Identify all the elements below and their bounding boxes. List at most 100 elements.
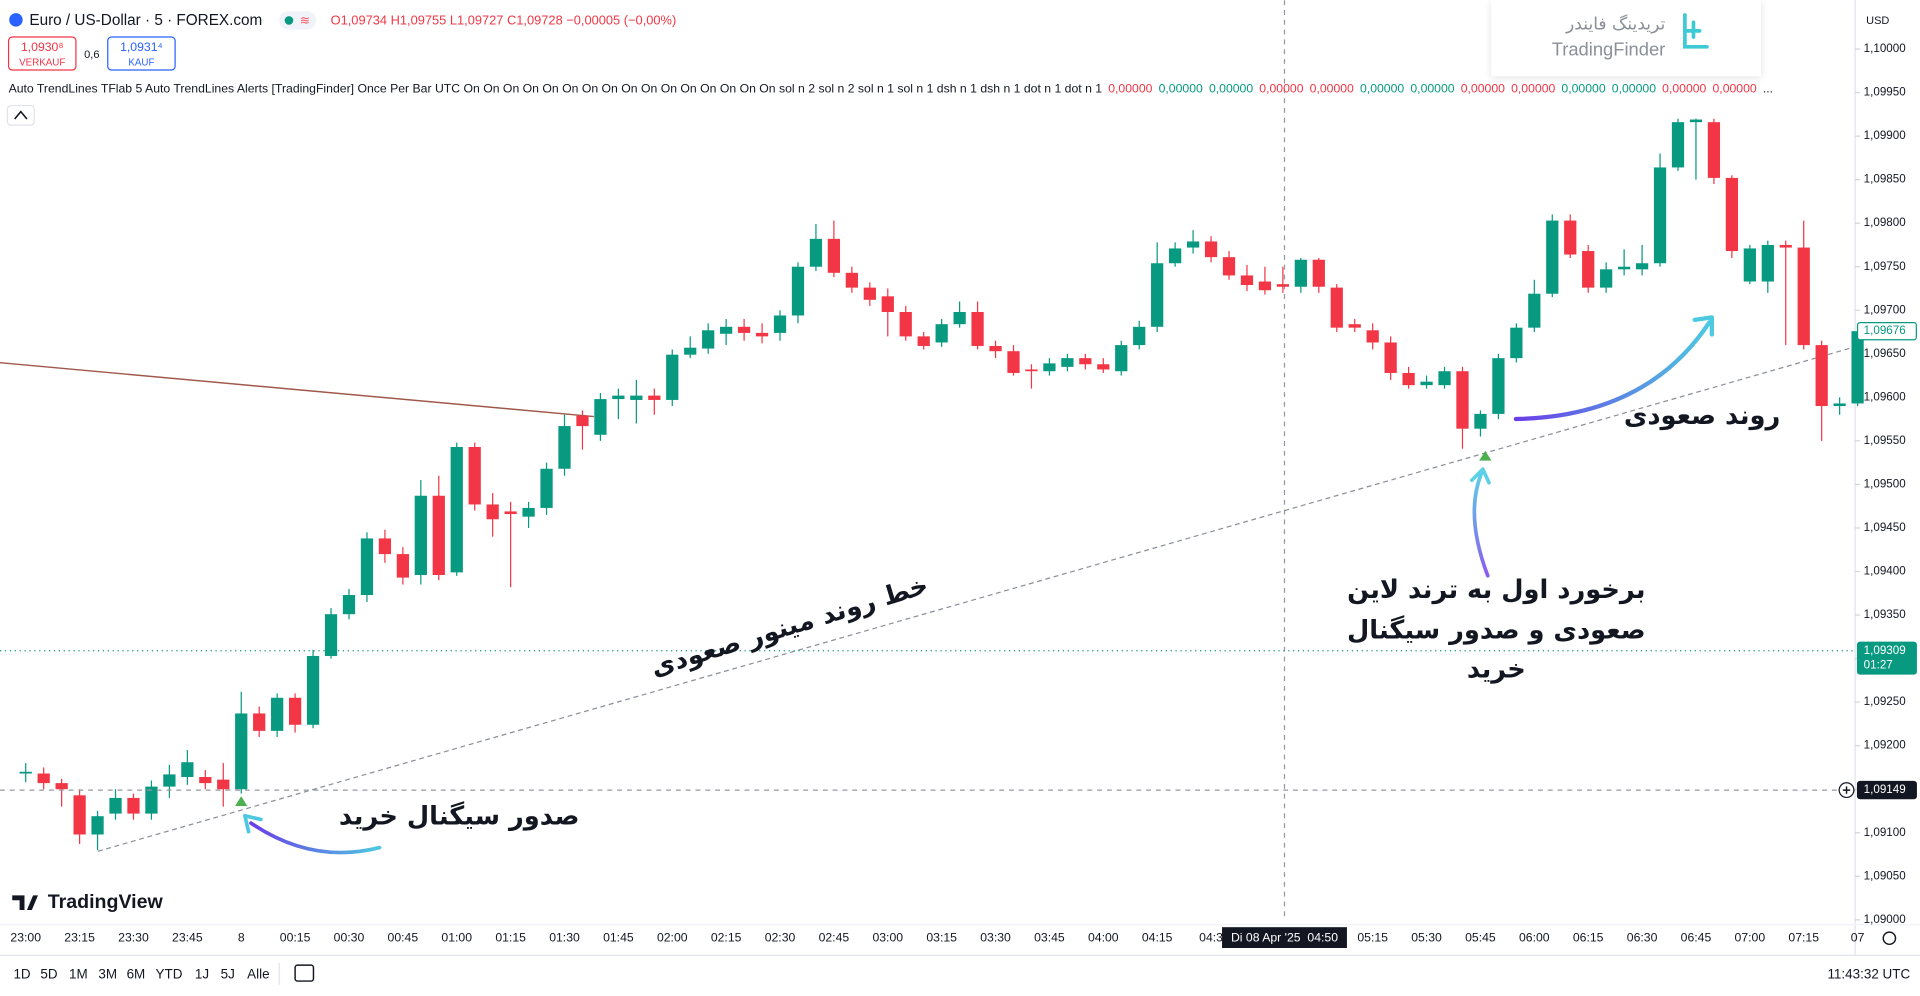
- candle-body: [145, 786, 158, 814]
- range-button[interactable]: YTD: [156, 967, 183, 982]
- candle-body: [1133, 326, 1146, 346]
- x-tick-label: 07:15: [1788, 930, 1819, 944]
- x-tick-label: 04:00: [1088, 930, 1119, 944]
- range-button[interactable]: Alle: [247, 967, 269, 982]
- y-tick-label: 1,09800: [1864, 216, 1907, 229]
- candle-body: [1438, 371, 1451, 386]
- x-tick-label: 01:30: [549, 930, 580, 944]
- candle-body: [1384, 342, 1397, 373]
- candle-body: [1564, 220, 1577, 255]
- range-buttons: 1D 5D 1M 3M 6M YTD 1J 5J Alle: [13, 967, 269, 982]
- indicator-value: 0,00000: [1410, 82, 1454, 96]
- market-open-dot: [284, 16, 294, 25]
- y-tick-label: 1,09200: [1864, 739, 1907, 752]
- range-button[interactable]: 5D: [40, 967, 57, 982]
- watermark-logo: [1683, 13, 1709, 49]
- candle-body: [486, 504, 499, 520]
- candle-body: [1312, 259, 1325, 287]
- candle-body: [755, 332, 769, 337]
- candle-body: [935, 324, 948, 343]
- candle-body: [1582, 251, 1595, 288]
- price-tag: [1856, 321, 1917, 341]
- collapse-button[interactable]: [6, 104, 35, 126]
- annotation: خرید: [1467, 655, 1526, 685]
- candle-body: [1761, 244, 1774, 282]
- candle-body: [1276, 284, 1290, 287]
- goto-date-icon[interactable]: [294, 964, 315, 982]
- candle-body: [971, 312, 984, 346]
- buy-button[interactable]: [107, 36, 176, 71]
- range-button[interactable]: 1J: [195, 967, 209, 982]
- sell-price: 1,0930⁸: [21, 40, 64, 54]
- candle-body: [73, 795, 86, 835]
- candle-body: [1546, 220, 1559, 294]
- x-tick-label: 07: [1851, 930, 1865, 944]
- candle-body: [1833, 403, 1846, 407]
- indicator-value: 0,00000: [1662, 82, 1706, 96]
- range-button[interactable]: 1M: [69, 967, 88, 982]
- candle-body: [737, 326, 751, 333]
- y-tick-label: 1,09500: [1864, 478, 1907, 491]
- candle-body: [1689, 119, 1703, 123]
- x-tick-label: 00:30: [334, 930, 365, 944]
- indicator-value: 0,00000: [1310, 82, 1354, 96]
- candle-body: [827, 238, 841, 273]
- x-tick-label: 05:15: [1357, 930, 1388, 944]
- candle-body: [1456, 371, 1469, 429]
- candle-body: [1510, 327, 1523, 359]
- candle-body: [1330, 287, 1343, 328]
- settings-icon[interactable]: [1882, 931, 1897, 946]
- candle-body: [522, 507, 535, 517]
- candle-body: [1653, 167, 1667, 264]
- candle-body: [630, 395, 643, 400]
- x-tick-label: 05:45: [1465, 930, 1496, 944]
- x-tick-label: 02:00: [657, 930, 688, 944]
- range-button[interactable]: 1D: [13, 967, 30, 982]
- annotation: روند صعودی: [1624, 401, 1780, 431]
- range-button[interactable]: 5J: [221, 967, 235, 982]
- range-button[interactable]: 6M: [127, 967, 146, 982]
- indicator-value: 0,00000: [1461, 82, 1505, 96]
- candle-body: [1258, 281, 1272, 291]
- candle-body: [1779, 244, 1792, 248]
- crosshair-time-box: [1222, 927, 1347, 948]
- x-tick-label: 23:30: [118, 930, 149, 944]
- candle-body: [1097, 364, 1110, 370]
- x-tick-label: 04:3: [1199, 930, 1223, 944]
- candle-body: [288, 697, 302, 725]
- y-tick-label: 1,09250: [1864, 695, 1907, 708]
- candle-body: [594, 399, 607, 435]
- x-tick-label: 23:45: [172, 930, 203, 944]
- indicator-value: 0,00000: [1159, 82, 1203, 96]
- price-tag: [1856, 641, 1917, 675]
- candle-body: [773, 315, 787, 333]
- candle-body: [702, 330, 715, 349]
- watermark-latin: TradingFinder: [1552, 38, 1666, 59]
- y-tick-label: 1,09750: [1864, 260, 1907, 273]
- candle-body: [1079, 358, 1092, 365]
- candle-body: [540, 468, 553, 508]
- arrow: [1513, 320, 1712, 422]
- candle-body: [576, 415, 589, 427]
- candle-body: [1061, 358, 1074, 367]
- indicator-ellipsis: ...: [1763, 82, 1773, 96]
- crosshair-time: Di 08 Apr '25 04:50: [1231, 930, 1338, 944]
- candle-body: [1240, 275, 1254, 286]
- candle-body: [809, 238, 823, 267]
- candle-body: [1707, 122, 1721, 178]
- candle-body: [917, 336, 930, 346]
- range-button[interactable]: 3M: [98, 967, 117, 982]
- candle-body: [684, 347, 697, 355]
- y-tick-label: 1,09900: [1864, 129, 1907, 142]
- x-tick-label: 8: [238, 930, 245, 944]
- candle-body: [1222, 257, 1236, 276]
- y-tick-label: 1,09700: [1864, 303, 1907, 316]
- sell-label: VERKAUF: [19, 57, 65, 68]
- tv-logo-text: TradingView: [48, 891, 164, 913]
- candle-body: [1025, 369, 1038, 372]
- x-tick-label: 02:45: [819, 930, 850, 944]
- sell-button[interactable]: [7, 36, 77, 71]
- x-tick-label: 06:00: [1519, 930, 1550, 944]
- candle-body: [271, 697, 284, 731]
